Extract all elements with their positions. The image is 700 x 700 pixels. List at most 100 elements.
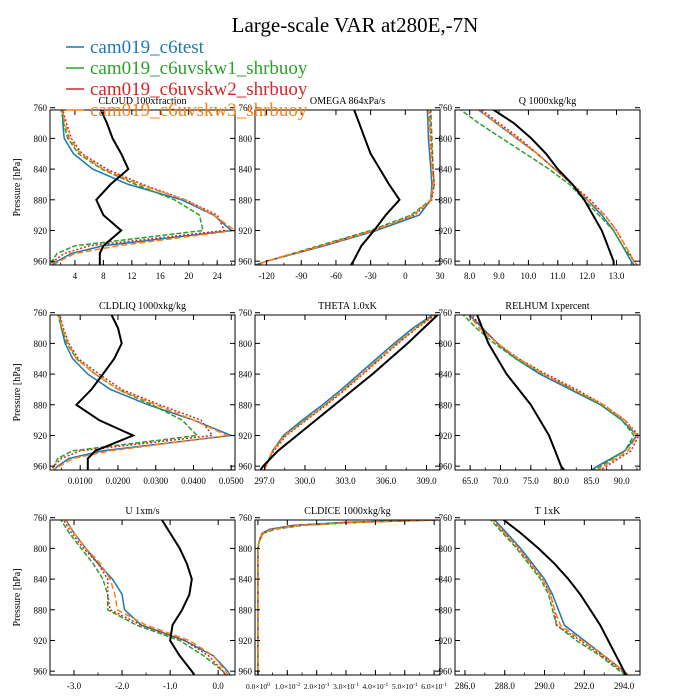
y-tick-label: 800: [239, 339, 253, 349]
x-tick-label: 6.0×10-1: [421, 682, 447, 691]
y-tick-label: 800: [34, 339, 48, 349]
y-tick-label: 920: [239, 226, 253, 236]
panel-q: 760 800 840 880 920 960 8.0 9.0 10.0 11.0 12.0 13.0…: [439, 96, 641, 281]
x-tick-label: 11.0: [550, 271, 566, 281]
series-group: [51, 315, 235, 470]
x-tick-label: 16: [156, 271, 166, 281]
y-tick-label: 760: [239, 103, 253, 113]
x-tick-label: -2.0: [115, 681, 130, 691]
y-tick-label: 840: [239, 370, 253, 380]
x-tick-label: 0: [403, 271, 408, 281]
panel-cldice: 760 800 840 880 920 960 0.0×100 1.0×10-2 2.0×10-…: [239, 506, 448, 691]
series-line-uvskw3: [263, 315, 436, 470]
x-tick-label: 12: [127, 271, 136, 281]
x-tick-label: 300.0: [295, 476, 316, 486]
y-tick-label: 960: [239, 667, 253, 677]
y-tick-label: 960: [439, 667, 453, 677]
y-tick-label: 840: [439, 370, 453, 380]
panel-title: Q 1000xkg/kg: [519, 96, 577, 107]
plot-frame: [454, 314, 641, 471]
panel-title: RELHUM 1xpercent: [505, 301, 589, 312]
series-line-c6test: [493, 520, 629, 675]
y-tick-label: 760: [239, 513, 253, 523]
legend-label: cam019_c6uvskw1_shrbuoy: [90, 58, 308, 79]
series-line-uvskw2: [263, 315, 437, 470]
y-tick-label: 920: [34, 636, 48, 646]
panel-omega: 760 800 840 880 920 960 -120 -90 -60 -30 0 30 OMEGA …: [239, 96, 446, 281]
y-tick-label: 920: [34, 226, 48, 236]
x-tick-label: 0.0100: [68, 476, 93, 486]
y-tick-label: 760: [439, 513, 453, 523]
series-line-uvskw3: [257, 110, 434, 265]
series-line-uvskw1: [462, 315, 635, 470]
series-line-c6test: [53, 315, 235, 470]
y-tick-label: 880: [34, 605, 48, 615]
x-tick-label: 24: [213, 271, 223, 281]
y-tick-label: 760: [34, 513, 48, 523]
x-tick-label: 8.0: [464, 271, 476, 281]
series-line-uvskw3: [477, 110, 638, 265]
plot-frame: [49, 519, 236, 676]
x-tick-label: -3.0: [67, 681, 82, 691]
x-tick-label: 4: [73, 271, 78, 281]
y-tick-label: 880: [239, 195, 253, 205]
y-tick-label: 840: [34, 575, 48, 585]
plot-frame: [454, 519, 641, 676]
series-line-uvskw2: [62, 520, 227, 675]
series-line-uvskw1: [60, 520, 227, 675]
series-line-uvskw2: [51, 315, 214, 470]
plot-frame: [454, 109, 641, 266]
series-line-reference: [491, 110, 615, 265]
panel-title: THETA 1.0xK: [318, 301, 377, 312]
x-tick-label: -60: [330, 271, 342, 281]
series-line-uvskw1: [257, 520, 435, 675]
series-line-uvskw1: [51, 315, 199, 470]
x-tick-label: 0.0300: [143, 476, 168, 486]
y-tick-label: 960: [34, 257, 48, 267]
series-line-uvskw3: [53, 315, 231, 470]
plot-frame: [49, 109, 236, 266]
x-tick-label: 286.0: [455, 681, 476, 691]
y-tick-label: 880: [439, 605, 453, 615]
plot-frame: [49, 314, 236, 471]
series-line-c6test: [255, 110, 433, 265]
series-group: [259, 315, 440, 470]
y-tick-label: 800: [239, 134, 253, 144]
x-tick-label: 0.0500: [219, 476, 244, 486]
y-tick-label: 960: [439, 462, 453, 472]
y-tick-label: 800: [34, 544, 48, 554]
x-tick-label: 292.0: [574, 681, 595, 691]
x-tick-label: -1.0: [163, 681, 178, 691]
y-tick-label: 960: [34, 462, 48, 472]
y-tick-label: 800: [439, 134, 453, 144]
series-line-reference: [74, 315, 136, 470]
x-tick-label: -120: [258, 271, 275, 281]
y-tick-label: 760: [34, 308, 48, 318]
legend-label: cam019_c6test: [90, 37, 205, 58]
series-group: [255, 110, 435, 265]
x-tick-label: 85.0: [584, 476, 600, 486]
series-line-uvskw3: [491, 520, 629, 675]
y-tick-label: 840: [239, 165, 253, 175]
series-group: [459, 110, 638, 265]
y-tick-label: 880: [439, 195, 453, 205]
legend-entry-cam019-c6uvskw3-shrbuoy: cam019_c6uvskw3_shrbuoy: [66, 100, 308, 121]
panel-title: T 1xK: [535, 506, 561, 517]
y-tick-label: 960: [34, 667, 48, 677]
series-line-uvskw3: [467, 315, 638, 470]
x-tick-label: 30: [436, 271, 446, 281]
legend-label: cam019_c6uvskw2_shrbuoy: [90, 79, 308, 100]
x-tick-label: 9.0: [493, 271, 505, 281]
plot-frame: [254, 314, 441, 471]
x-tick-label: 3.0×10-1: [333, 682, 359, 691]
y-tick-label: 760: [439, 308, 453, 318]
series-group: [50, 110, 235, 265]
series-line-uvskw1: [489, 520, 627, 675]
series-line-reference: [95, 110, 130, 265]
x-tick-label: 4.0×10-1: [363, 682, 389, 691]
series-line-uvskw3: [53, 110, 235, 265]
legend-entry-cam019-c6uvskw1-shrbuoy: cam019_c6uvskw1_shrbuoy: [66, 58, 308, 79]
panel-title: U 1xm/s: [125, 506, 159, 517]
series-line-c6test: [257, 520, 435, 675]
